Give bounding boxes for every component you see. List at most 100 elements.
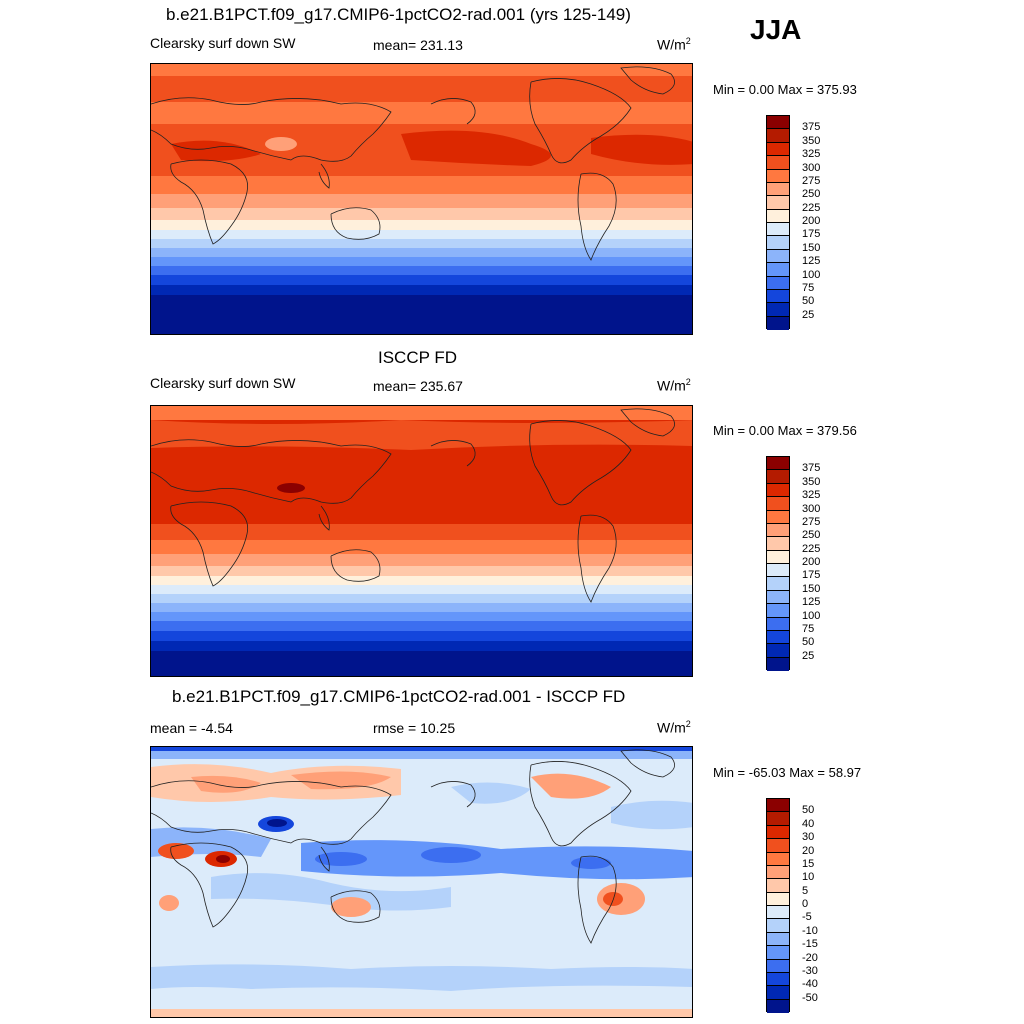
panel2-colorbar (766, 456, 790, 671)
colorbar-tick-label: 75 (802, 281, 815, 294)
colorbar-swatch (767, 316, 789, 330)
colorbar-tick-label: 5 (802, 884, 809, 897)
panel2-variable-label: Clearsky surf down SW (150, 375, 296, 391)
colorbar-tick-label: 175 (802, 228, 821, 241)
colorbar-swatch (767, 630, 789, 645)
colorbar-tick-label: 150 (802, 241, 821, 254)
colorbar-tick-label: -20 (802, 951, 818, 964)
colorbar-tick-label: 150 (802, 582, 821, 595)
colorbar-swatch (767, 223, 789, 237)
panel3-min-max: Min = -65.03 Max = 58.97 (713, 765, 862, 780)
panel3-colorbar (766, 798, 790, 1013)
colorbar-swatch (767, 129, 789, 143)
colorbar-tick-label: -40 (802, 978, 818, 991)
colorbar-tick-label: -10 (802, 924, 818, 937)
colorbar-swatch (767, 946, 789, 960)
panel1-map-svg (151, 64, 692, 334)
colorbar-tick-label: 50 (802, 295, 815, 308)
panel3-mean-label: mean = -4.54 (150, 720, 233, 736)
colorbar-swatch (767, 919, 789, 933)
colorbar-tick-label: 300 (802, 502, 821, 515)
colorbar-swatch (767, 209, 789, 223)
panel3-units: W/m2 (657, 719, 691, 736)
panel1-colorbar (766, 115, 790, 330)
colorbar-tick-label: 175 (802, 569, 821, 582)
colorbar-swatch (767, 156, 789, 170)
panel2-min-max: Min = 0.00 Max = 379.56 (713, 423, 857, 438)
colorbar-swatch (767, 932, 789, 947)
colorbar-swatch (767, 470, 789, 484)
colorbar-tick-label: 350 (802, 475, 821, 488)
panel3-map-svg (151, 747, 692, 1017)
colorbar-swatch (767, 196, 789, 210)
panel1-variable-label: Clearsky surf down SW (150, 35, 296, 51)
panel1-map (150, 63, 693, 335)
colorbar-tick-label: 250 (802, 188, 821, 201)
panel1-min-max: Min = 0.00 Max = 375.93 (713, 82, 857, 97)
panel1-units: W/m2 (657, 36, 691, 53)
colorbar-tick-label: 250 (802, 529, 821, 542)
colorbar-tick-label: 100 (802, 609, 821, 622)
colorbar-swatch (767, 892, 789, 906)
colorbar-swatch (767, 812, 789, 826)
colorbar-tick-label: -30 (802, 964, 818, 977)
colorbar-tick-label: 40 (802, 817, 815, 830)
colorbar-swatch (767, 590, 789, 605)
colorbar-tick-label: -50 (802, 991, 818, 1004)
panel3-rmse-label: rmse = 10.25 (373, 720, 456, 736)
panel3-map (150, 746, 693, 1018)
colorbar-swatch (767, 852, 789, 866)
colorbar-swatch (767, 839, 789, 853)
colorbar-swatch (767, 799, 789, 813)
colorbar-swatch (767, 825, 789, 840)
colorbar-tick-label: 25 (802, 308, 815, 321)
panel2-map (150, 405, 693, 677)
colorbar-swatch (767, 879, 789, 893)
colorbar-tick-label: -15 (802, 938, 818, 951)
panel2-mean-label: mean= 235.67 (373, 378, 463, 394)
colorbar-swatch (767, 182, 789, 197)
panel2-units: W/m2 (657, 377, 691, 394)
colorbar-tick-label: 25 (802, 649, 815, 662)
colorbar-swatch (767, 537, 789, 551)
colorbar-swatch (767, 142, 789, 157)
colorbar-swatch (767, 906, 789, 920)
colorbar-tick-label: 50 (802, 804, 815, 817)
colorbar-tick-label: 100 (802, 268, 821, 281)
panel1-mean-label: mean= 231.13 (373, 37, 463, 53)
colorbar-tick-label: 125 (802, 596, 821, 609)
colorbar-swatch (767, 865, 789, 880)
colorbar-swatch (767, 617, 789, 631)
colorbar-swatch (767, 986, 789, 1000)
colorbar-swatch (767, 457, 789, 471)
colorbar-swatch (767, 523, 789, 538)
colorbar-tick-label: 200 (802, 556, 821, 568)
colorbar-tick-label: 15 (802, 857, 815, 870)
colorbar-swatch (767, 276, 789, 290)
colorbar-swatch (767, 999, 789, 1013)
panel1-title: b.e21.B1PCT.f09_g17.CMIP6-1pctCO2-rad.00… (166, 5, 631, 24)
colorbar-tick-label: 20 (802, 844, 815, 857)
colorbar-tick-label: 10 (802, 871, 815, 884)
colorbar-swatch (767, 577, 789, 591)
colorbar-swatch (767, 510, 789, 524)
season-label: JJA (750, 14, 802, 45)
panel2-map-svg (151, 406, 692, 676)
colorbar-swatch (767, 564, 789, 578)
colorbar-swatch (767, 236, 789, 250)
colorbar-tick-label: 275 (802, 515, 821, 528)
colorbar-tick-label: 225 (802, 542, 821, 555)
colorbar-swatch (767, 959, 789, 973)
colorbar-tick-label: 325 (802, 148, 821, 161)
colorbar-swatch (767, 497, 789, 511)
colorbar-tick-label: 225 (802, 201, 821, 214)
colorbar-swatch (767, 483, 789, 498)
colorbar-tick-label: 50 (802, 636, 815, 649)
colorbar-tick-label: 200 (802, 215, 821, 227)
colorbar-tick-label: 325 (802, 489, 821, 502)
colorbar-swatch (767, 289, 789, 304)
colorbar-tick-label: 375 (802, 462, 821, 475)
colorbar-swatch (767, 604, 789, 618)
colorbar-tick-label: 300 (802, 161, 821, 174)
colorbar-swatch (767, 249, 789, 264)
